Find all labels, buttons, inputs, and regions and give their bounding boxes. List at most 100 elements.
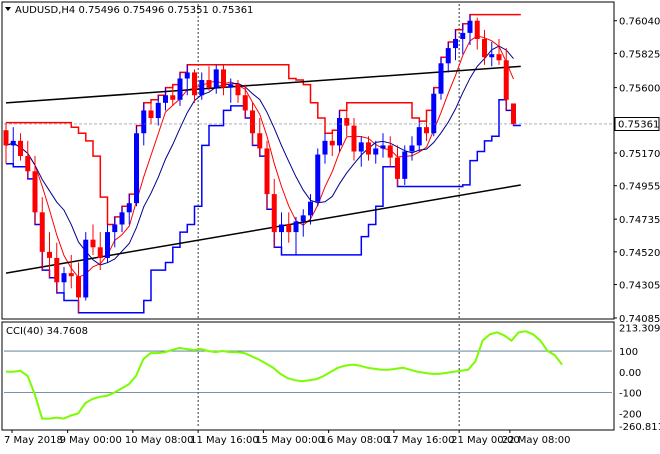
candle-body <box>170 95 176 100</box>
candle-body <box>112 224 118 233</box>
candle <box>242 84 248 119</box>
candle <box>3 122 9 164</box>
time-tick-label: 7 May 2018 <box>4 435 63 446</box>
price-tag-box <box>614 117 660 131</box>
candle-body <box>54 257 60 283</box>
candle-body <box>344 118 350 126</box>
time-tick-label: 21 May 00:00 <box>451 435 520 446</box>
candle <box>112 216 118 248</box>
cci-tick-label: 213.3098 <box>619 323 660 334</box>
candle <box>482 29 487 65</box>
candle-body <box>409 145 415 152</box>
cci-tick-label: -260.8119 <box>619 422 660 433</box>
candle-body <box>467 20 473 33</box>
candle-body <box>460 32 466 39</box>
cci-indicator <box>6 330 563 420</box>
candle <box>329 130 335 157</box>
candle-body <box>39 212 45 252</box>
candle-body <box>105 232 110 258</box>
candle-body <box>119 212 125 225</box>
candle <box>163 87 168 111</box>
price-tick-label: 0.74305 <box>619 281 660 292</box>
candle <box>184 64 190 96</box>
candle-body <box>47 251 52 258</box>
candle-body <box>387 145 393 158</box>
candle <box>271 178 277 248</box>
candle-body <box>308 201 313 216</box>
candle-body <box>445 48 451 64</box>
candle <box>206 66 212 91</box>
time-tick-label: 11 May 16:00 <box>190 435 259 446</box>
candle <box>264 140 270 210</box>
price-axis: 0.76040 0.75825 0.75600 0.75170 0.74955 0.747… <box>4 17 660 325</box>
candle <box>467 14 473 46</box>
candle <box>90 224 96 255</box>
candle <box>300 209 306 237</box>
price-tick-label: 0.74735 <box>619 215 660 226</box>
candle-body <box>351 125 357 152</box>
candle <box>373 140 379 164</box>
candle <box>155 95 161 126</box>
candle <box>511 103 516 126</box>
main-chart-frame <box>1 1 615 320</box>
candle <box>170 84 176 106</box>
upper-trendline <box>5 65 521 104</box>
triangle-down-icon[interactable] <box>5 7 11 11</box>
candle <box>119 206 125 233</box>
cci-line <box>6 330 563 420</box>
candle-body <box>322 140 328 155</box>
candle-body <box>32 171 38 213</box>
cci-tick-label: 100 <box>619 347 638 358</box>
candle-body <box>10 140 16 146</box>
ma-fast-line <box>5 35 514 279</box>
candle-body <box>337 118 342 146</box>
candle <box>344 102 350 137</box>
candle-body <box>264 148 270 195</box>
candle-body <box>300 215 306 222</box>
candle <box>32 156 38 225</box>
candle <box>228 78 234 103</box>
candle <box>387 136 393 167</box>
candle <box>474 17 480 50</box>
candle <box>453 29 458 61</box>
candle <box>250 102 255 146</box>
candle <box>235 80 241 103</box>
candle-body <box>402 151 408 179</box>
candle-body <box>61 273 67 283</box>
candle <box>460 23 466 55</box>
candle <box>308 194 313 225</box>
candle-body <box>83 239 89 298</box>
candle <box>257 118 263 157</box>
candle-body <box>163 95 168 103</box>
candle <box>445 42 451 73</box>
candle <box>503 48 509 111</box>
candle-body <box>474 20 480 39</box>
candle-body <box>228 84 234 88</box>
cci-tick-label: -100 <box>619 389 642 400</box>
candles <box>3 14 516 313</box>
candle-body <box>3 130 9 146</box>
candle <box>126 194 132 225</box>
candle <box>402 145 408 185</box>
candle <box>83 232 89 301</box>
candle <box>315 148 321 207</box>
candle <box>47 232 52 278</box>
current-price-tag: 0.75361 <box>614 117 660 131</box>
candle-body <box>482 38 487 58</box>
candle-body <box>286 224 292 233</box>
candle <box>97 232 103 271</box>
candle <box>199 72 205 100</box>
candle <box>438 57 444 100</box>
candle-body <box>177 78 183 100</box>
candle-body <box>366 142 371 155</box>
candle-body <box>293 221 299 233</box>
candle <box>337 110 342 152</box>
cci-title: CCI(40) 34.7608 <box>6 326 88 337</box>
candle <box>322 133 328 164</box>
candle-body <box>235 84 241 96</box>
candle <box>213 64 219 94</box>
candle <box>496 38 502 65</box>
candle <box>76 262 81 313</box>
